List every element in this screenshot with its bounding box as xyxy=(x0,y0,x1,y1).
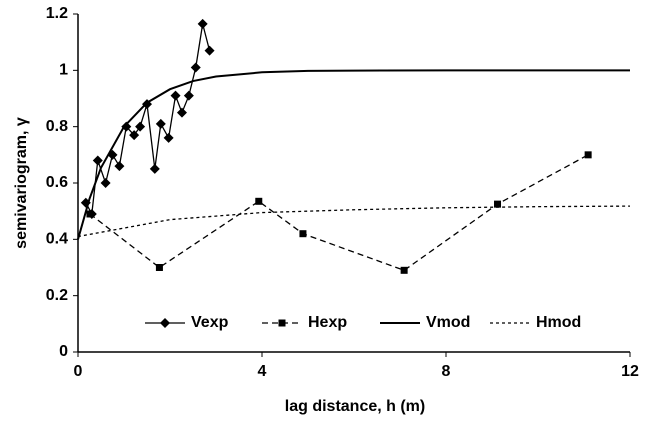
legend-label: Hmod xyxy=(536,314,581,331)
x-tick-label: 8 xyxy=(442,363,451,380)
x-axis-label: lag distance, h (m) xyxy=(285,398,425,415)
marker xyxy=(278,319,286,327)
legend-label: Hexp xyxy=(308,314,347,331)
y-tick-label: 0 xyxy=(59,343,68,360)
legend-label: Vmod xyxy=(426,314,470,331)
y-tick-label: 0.8 xyxy=(46,118,68,135)
marker xyxy=(114,161,125,172)
marker xyxy=(135,121,146,132)
series-line xyxy=(77,69,630,240)
y-tick-label: 0.4 xyxy=(46,231,68,248)
marker xyxy=(155,118,166,129)
marker xyxy=(155,264,163,271)
marker xyxy=(190,62,201,73)
marker xyxy=(176,107,187,118)
series-line xyxy=(89,154,589,272)
marker xyxy=(86,210,94,218)
marker xyxy=(160,318,170,328)
x-tick-label: 4 xyxy=(258,363,267,380)
y-tick-label: 0.6 xyxy=(46,174,68,191)
marker xyxy=(400,266,408,274)
marker xyxy=(197,18,208,29)
marker xyxy=(183,90,194,101)
marker xyxy=(584,151,592,159)
y-tick-label: 0.2 xyxy=(46,287,68,304)
y-axis-label: semivariogram, γ xyxy=(13,117,30,249)
marker xyxy=(149,163,160,174)
marker xyxy=(163,132,174,143)
marker xyxy=(129,130,140,141)
marker xyxy=(170,90,181,101)
y-tick-label: 1.2 xyxy=(46,5,68,22)
marker xyxy=(92,155,103,166)
series-line xyxy=(77,205,631,238)
legend-label: Vexp xyxy=(191,314,229,331)
marker xyxy=(494,200,502,208)
marker xyxy=(299,230,307,238)
y-tick-label: 1 xyxy=(59,62,68,79)
marker xyxy=(204,45,215,56)
marker xyxy=(100,178,111,188)
x-tick-label: 0 xyxy=(74,363,83,380)
marker xyxy=(121,121,132,132)
marker xyxy=(255,197,263,205)
x-tick-label: 12 xyxy=(621,363,639,380)
